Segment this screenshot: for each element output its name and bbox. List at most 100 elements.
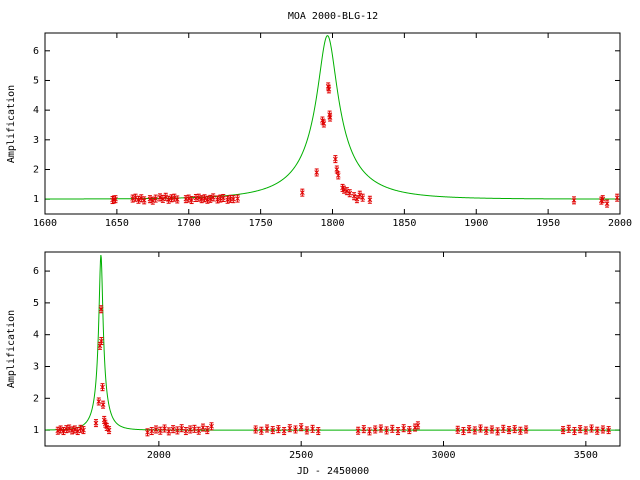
data-point	[196, 426, 202, 435]
data-point	[78, 424, 83, 433]
x-tick-label: 2500	[289, 450, 313, 461]
data-point	[314, 168, 320, 177]
data-point	[204, 426, 210, 435]
data-point	[163, 192, 169, 201]
data-point	[166, 195, 171, 204]
data-point	[93, 419, 99, 428]
y-tick-label: 1	[33, 425, 39, 436]
data-point	[401, 424, 407, 433]
data-point	[372, 425, 378, 434]
data-point	[113, 195, 118, 204]
data-point	[225, 195, 230, 204]
data-point	[600, 195, 606, 204]
data-point	[384, 426, 389, 435]
data-point	[293, 425, 298, 434]
data-point	[175, 426, 180, 435]
data-point	[270, 426, 276, 435]
data-point	[72, 425, 78, 434]
x-tick-label: 2000	[608, 218, 632, 229]
top-panel-frame	[44, 32, 621, 215]
x-tick-label: 1800	[320, 218, 344, 229]
data-point	[367, 195, 373, 204]
data-point	[604, 199, 610, 208]
data-point	[145, 428, 150, 437]
bottom-y-axis-label: Amplification	[6, 310, 17, 388]
data-point	[287, 424, 293, 433]
data-point	[341, 185, 347, 194]
x-tick-label: 3500	[574, 450, 598, 461]
data-point	[589, 424, 594, 433]
top-panel: 1600 1650 1700 1750 1800 1850 1900 1950 2000 1 2 3 4…	[6, 32, 632, 229]
data-point	[186, 194, 192, 203]
data-point	[69, 426, 75, 435]
x-tick-label: 3000	[431, 450, 455, 461]
data-point	[378, 424, 384, 433]
top-y-axis-label: Amplification	[6, 85, 17, 163]
data-point	[355, 426, 361, 435]
y-tick-label: 3	[33, 361, 39, 372]
data-point	[174, 195, 180, 204]
data-point	[183, 427, 189, 436]
data-point	[96, 397, 102, 406]
data-point	[55, 426, 61, 435]
data-point	[571, 196, 577, 205]
data-point	[483, 426, 489, 435]
data-point	[518, 426, 523, 435]
data-point	[209, 422, 214, 431]
data-point	[253, 425, 258, 434]
data-point	[495, 427, 500, 436]
data-point	[207, 194, 213, 203]
x-tick-label: 1850	[392, 218, 416, 229]
bottom-x-axis-label: JD - 2450000	[297, 466, 369, 477]
bottom-panel-frame	[44, 251, 621, 447]
data-point	[276, 425, 281, 434]
y-tick-label: 2	[33, 164, 39, 175]
x-tick-label: 1900	[464, 218, 488, 229]
bottom-panel: 2000 2500 3000 3500 1 2 3 4 5 6 Amplification JD …	[6, 251, 621, 477]
data-point	[281, 427, 287, 436]
data-point	[560, 426, 566, 435]
data-point	[367, 427, 372, 436]
y-tick-label: 6	[33, 266, 39, 277]
data-point	[407, 426, 412, 435]
data-point	[258, 426, 264, 435]
y-tick-label: 4	[33, 330, 39, 341]
data-point	[157, 193, 163, 202]
data-point	[100, 400, 106, 409]
data-point	[357, 190, 363, 199]
data-point	[187, 425, 193, 434]
data-point	[147, 195, 153, 204]
y-tick-label: 5	[33, 75, 39, 86]
data-point	[512, 425, 518, 434]
data-point	[472, 426, 478, 435]
data-point	[179, 424, 184, 433]
chart-title: MOA 2000-BLG-12	[288, 11, 378, 22]
data-point	[327, 113, 333, 122]
x-tick-label: 1650	[105, 218, 129, 229]
data-point	[98, 305, 104, 314]
data-point	[523, 425, 529, 434]
y-tick-label: 3	[33, 135, 39, 146]
x-tick-label: 2000	[147, 450, 171, 461]
y-tick-label: 4	[33, 105, 39, 116]
data-point	[489, 425, 495, 434]
data-point	[210, 193, 216, 202]
data-point	[415, 421, 421, 430]
data-point	[566, 424, 572, 433]
data-point	[264, 424, 270, 433]
data-point	[162, 424, 167, 433]
y-tick-label: 1	[33, 194, 39, 205]
data-point	[192, 424, 197, 433]
data-point	[347, 189, 353, 198]
data-point	[304, 426, 310, 435]
data-point	[351, 192, 357, 201]
data-point	[606, 426, 611, 435]
model-fit-curve	[45, 35, 620, 200]
data-point	[189, 196, 194, 205]
data-point	[100, 383, 105, 392]
data-point	[99, 337, 104, 346]
data-point	[130, 194, 136, 203]
data-point	[572, 427, 577, 436]
data-point	[149, 427, 155, 436]
